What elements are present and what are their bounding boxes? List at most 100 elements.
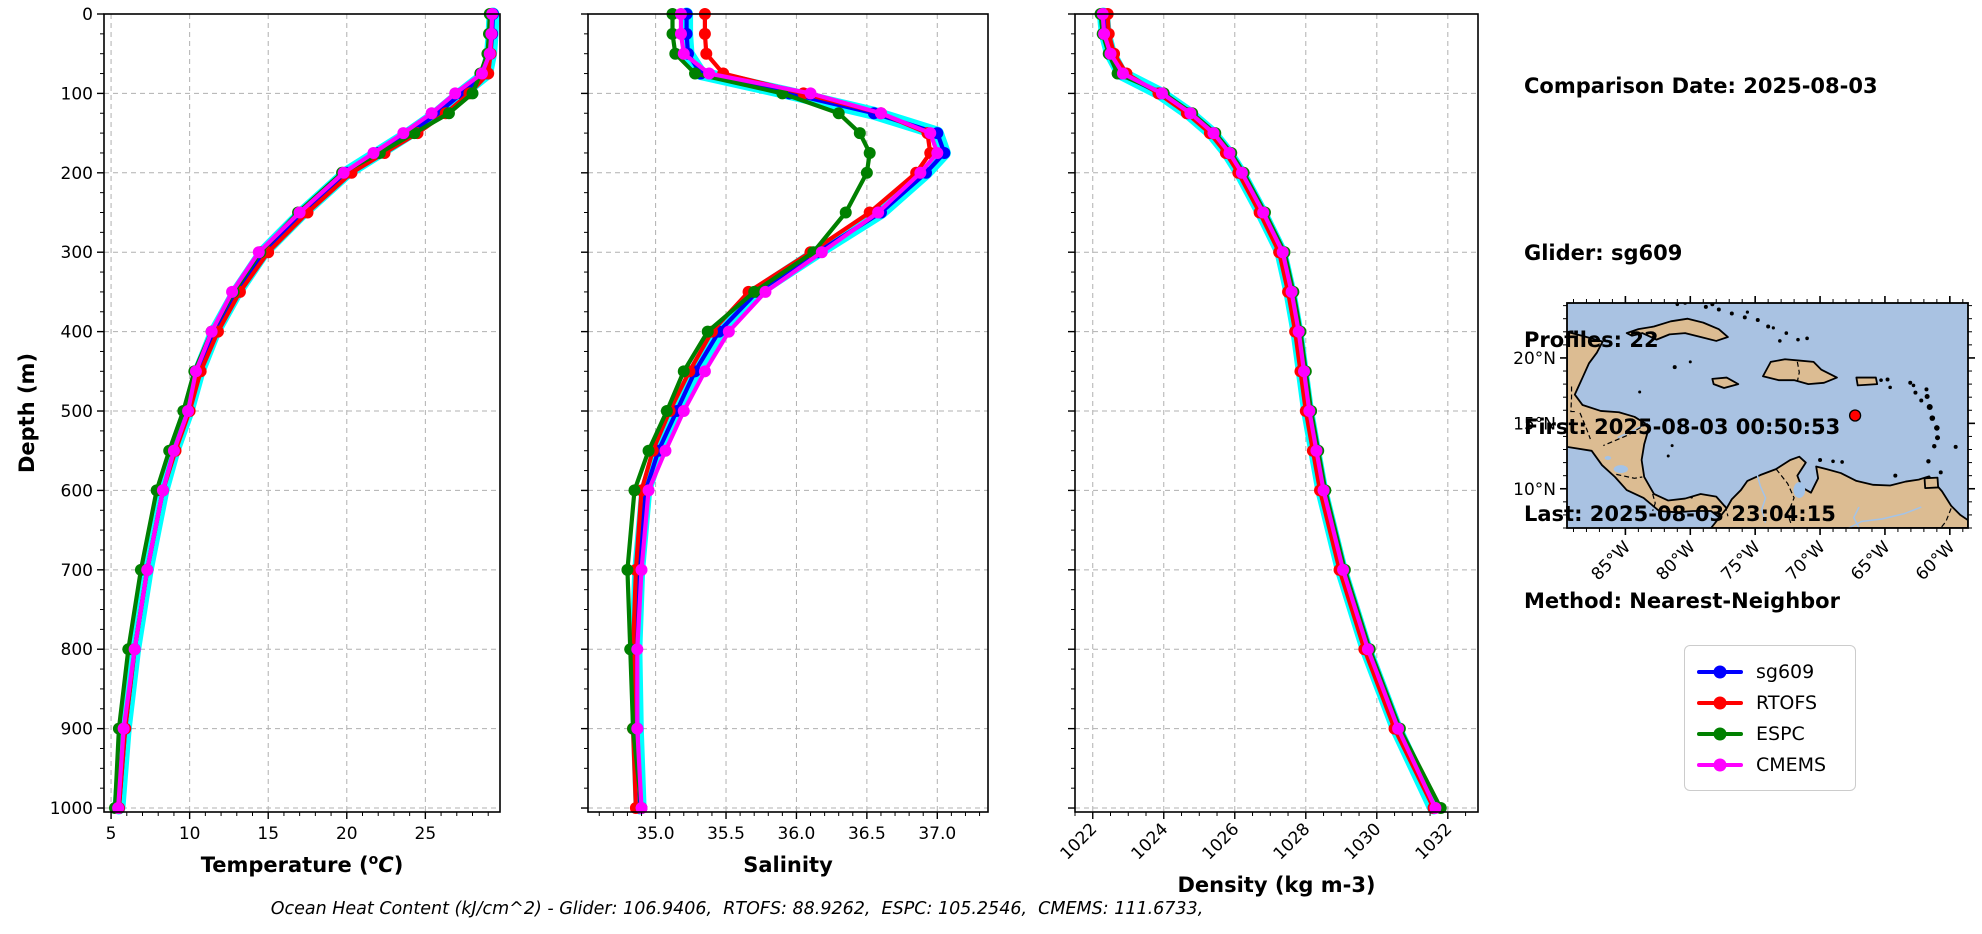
legend-label: RTOFS	[1756, 691, 1818, 714]
island-dot	[1818, 457, 1823, 462]
island-dot	[1929, 415, 1936, 421]
legend-label: sg609	[1756, 660, 1815, 683]
island-dot	[1913, 390, 1918, 395]
island-dot	[1908, 380, 1913, 385]
island-dot	[1934, 425, 1940, 431]
legend-label: ESPC	[1756, 722, 1805, 745]
svg-text:1022: 1022	[1057, 819, 1102, 864]
island-dot	[1840, 460, 1844, 464]
ocean-heat-content-caption: Ocean Heat Content (kJ/cm^2) - Glider: 1…	[270, 899, 1204, 919]
panel-salinity: 35.0 35.5 36.0 36.5 37.0 Salinity	[581, 7, 989, 877]
land-polygon	[1567, 330, 1728, 522]
legend-dot-rtofs-icon	[1713, 696, 1727, 709]
map-lon-label: 60°W	[1912, 537, 1959, 584]
map-inset: 85°W 80°W 75°W 70°W 65°W 60°W20°N15°N10°N	[1513, 296, 1975, 585]
country-border	[1579, 412, 1591, 440]
map-lat-label: 10°N	[1513, 480, 1556, 500]
first-time-text: First: 2025-08-03 00:50:53	[1524, 415, 1841, 439]
last-time-text: Last: 2025-08-03 23:04:15	[1524, 502, 1836, 526]
legend-label: CMEMS	[1756, 753, 1827, 776]
island-dot	[1766, 324, 1771, 329]
map-land-group	[1567, 303, 1968, 528]
profiles-text: Profiles: 22	[1524, 328, 1659, 352]
glider-text: Glider: sg609	[1524, 241, 1683, 265]
legend-item-sg609: sg609	[1697, 656, 1843, 687]
legend-line-sg609-icon	[1697, 665, 1743, 678]
svg-text:100: 100	[61, 84, 93, 104]
svg-text:36.0: 36.0	[778, 824, 816, 844]
country-border	[1796, 361, 1800, 382]
legend-dot-espc-icon	[1713, 727, 1727, 740]
island-dot	[1926, 459, 1931, 464]
svg-text:900: 900	[61, 720, 93, 740]
svg-text:35.0: 35.0	[637, 824, 675, 844]
island-dot	[1670, 444, 1674, 448]
island-dot	[1796, 337, 1800, 342]
island-dot	[1911, 383, 1916, 388]
island-dot	[1888, 385, 1892, 390]
svg-text:0: 0	[82, 5, 93, 25]
island-dot	[1924, 387, 1929, 392]
lake	[1604, 456, 1612, 460]
land-polygon	[1923, 476, 1940, 490]
svg-text:15: 15	[257, 824, 279, 844]
lake	[1613, 465, 1629, 474]
svg-text:200: 200	[61, 164, 93, 184]
island-dot	[1926, 403, 1933, 410]
island-dot	[1729, 311, 1734, 316]
island-dot	[1885, 377, 1890, 382]
svg-text:1026: 1026	[1199, 819, 1244, 864]
country-border	[1724, 505, 1729, 517]
land-polygon	[1855, 376, 1879, 387]
river	[1617, 422, 1648, 439]
island-dot	[1638, 390, 1642, 394]
island-dot	[1953, 444, 1958, 449]
island-dot	[1778, 339, 1782, 343]
info-panel: Comparison Date: 2025-08-03 Glider: sg60…	[1524, 14, 1878, 674]
island-dot	[1666, 454, 1670, 458]
country-border	[1603, 422, 1648, 447]
legend-item-rtofs: RTOFS	[1697, 687, 1843, 718]
panel-temperature: 5 10 15 20 25 0 100 200 300 400 500 600 700 800 900 100…	[50, 5, 501, 877]
river	[1852, 506, 1860, 528]
country-border	[1940, 508, 1952, 528]
legend-line-rtofs-icon	[1697, 696, 1743, 709]
island-dot	[1784, 331, 1789, 335]
country-border	[1652, 493, 1656, 512]
svg-text:1028: 1028	[1270, 819, 1315, 864]
island-dot	[1672, 365, 1677, 370]
land-polygon	[1711, 376, 1740, 389]
svg-text:35.5: 35.5	[707, 824, 745, 844]
island-dot	[1716, 307, 1721, 312]
island-dot	[1771, 326, 1775, 330]
legend-item-espc: ESPC	[1697, 718, 1843, 749]
country-border	[1570, 386, 1575, 413]
comparison-date-text: Comparison Date: 2025-08-03	[1524, 74, 1878, 98]
land-polygon	[1762, 358, 1838, 386]
svg-text:500: 500	[61, 402, 93, 422]
island-dot	[1688, 360, 1692, 364]
island-dot	[1879, 378, 1883, 382]
legend-box: sg609 RTOFS ESPC CMEMS	[1684, 645, 1856, 791]
axis-label-temperature: Temperature (oC)	[201, 852, 404, 877]
island-dot	[1742, 315, 1747, 320]
series-CMEMS	[1096, 8, 1442, 815]
land-polygon	[1710, 455, 1968, 528]
svg-text:36.5: 36.5	[848, 824, 886, 844]
island-dot	[1919, 398, 1924, 403]
island-dot	[1703, 304, 1708, 309]
island-dot	[1932, 444, 1937, 449]
series-CMEMS	[112, 8, 499, 815]
svg-text:5: 5	[106, 824, 117, 844]
legend-line-espc-icon	[1697, 727, 1743, 740]
land-polygon	[1625, 317, 1729, 342]
svg-text:400: 400	[61, 323, 93, 343]
country-border	[1616, 473, 1643, 479]
glider-location-marker	[1848, 409, 1862, 422]
map-lat-label: 15°N	[1513, 414, 1556, 434]
island-dot	[1938, 470, 1943, 475]
legend-dot-cmems-icon	[1713, 758, 1727, 771]
island-dot	[1745, 310, 1749, 314]
axis-label-salinity: Salinity	[743, 853, 833, 877]
method-text: Method: Nearest-Neighbor	[1524, 589, 1840, 613]
